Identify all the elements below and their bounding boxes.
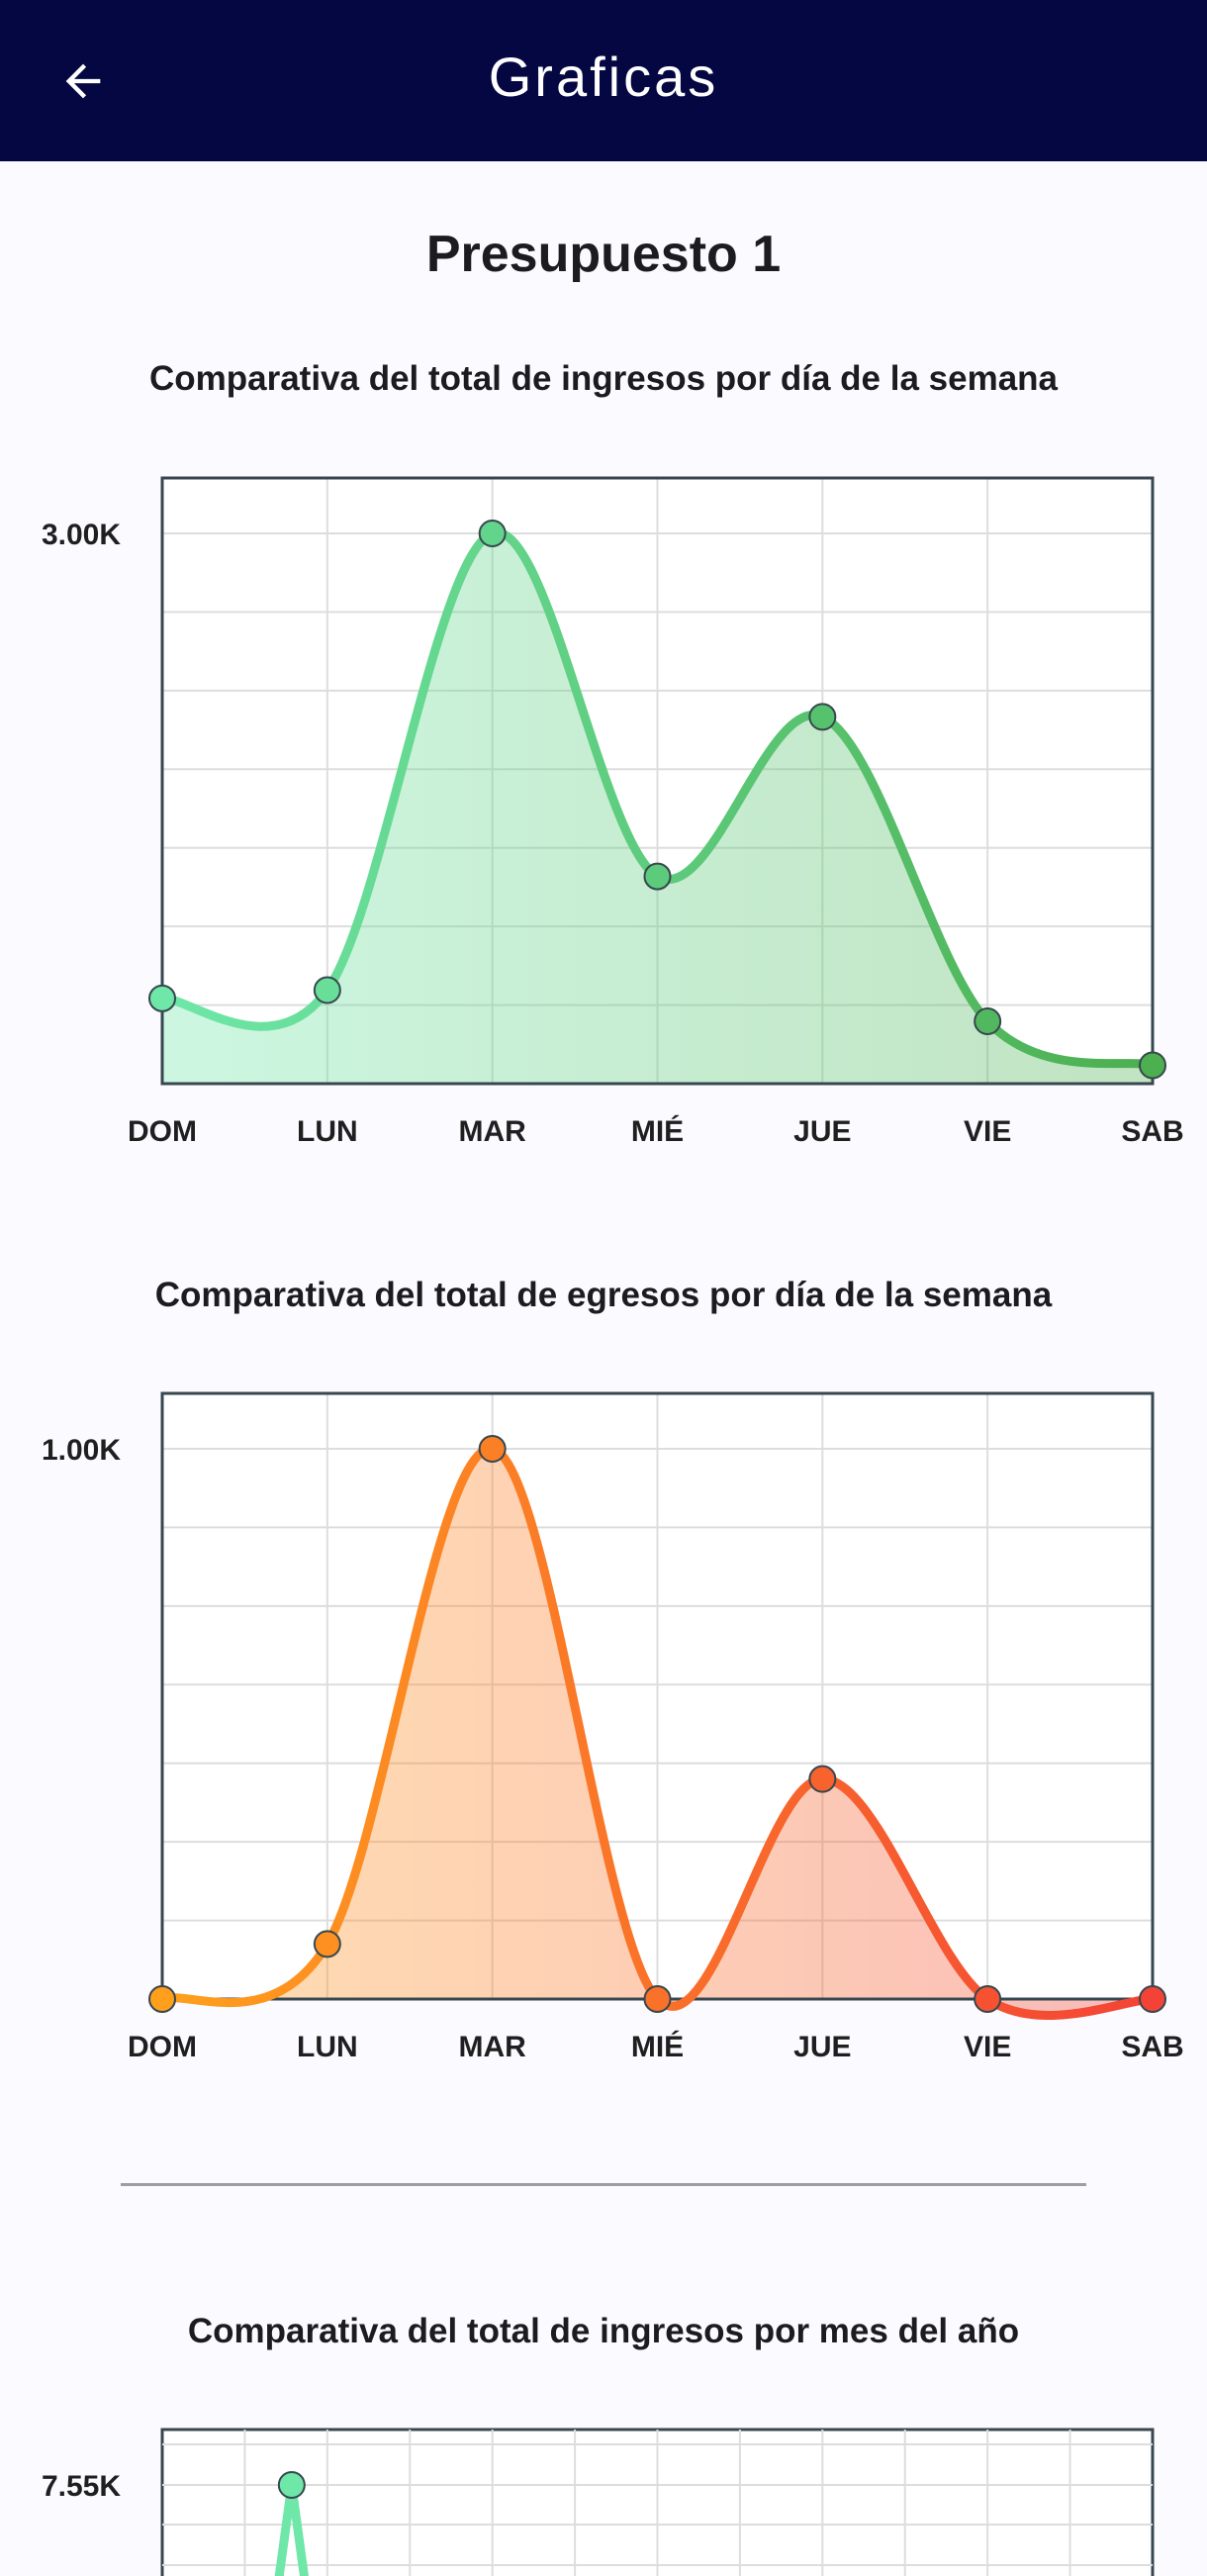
data-point-jue: [808, 1765, 837, 1793]
x-tick-label: SAB: [1121, 2031, 1183, 2063]
x-tick-label: MIÉ: [631, 1114, 684, 1148]
chart-title-ingresos-mes: Comparativa del total de ingresos por me…: [187, 2312, 1020, 2350]
x-tick-label: VIE: [964, 1115, 1011, 1148]
data-point-vie: [974, 1006, 1002, 1035]
data-point-vie: [974, 1985, 1002, 2013]
x-tick-label: LUN: [297, 2031, 358, 2063]
data-point-mié: [643, 1985, 672, 2013]
x-tick-label: JUE: [793, 2031, 851, 2063]
data-point-peak: [277, 2471, 306, 2499]
data-point-dom: [148, 1985, 176, 2013]
data-point-mar: [478, 1435, 507, 1463]
x-tick-label: JUE: [793, 1115, 851, 1148]
series-line: [157, 1444, 1158, 2020]
data-point-mar: [478, 520, 507, 547]
x-tick-label: MAR: [459, 2031, 527, 2063]
x-tick-label: MAR: [459, 1115, 527, 1148]
section-divider: [121, 2183, 1086, 2186]
page-title: Presupuesto 1: [425, 226, 782, 283]
x-tick-label: SAB: [1121, 1115, 1183, 1148]
y-tick-label: 3.00K: [42, 519, 121, 551]
x-tick-label: LUN: [297, 1115, 358, 1148]
chart-egresos-semana: DOM LUN MAR MIÉ JUE VIE SAB 1.00K: [42, 1391, 1184, 2063]
area-fill: [162, 1448, 1153, 2016]
plot-border: [160, 476, 1155, 1086]
app-bar-title: Graficas: [488, 46, 719, 108]
data-point-lun: [313, 1930, 341, 1958]
x-tick-label: DOM: [128, 1115, 197, 1148]
x-tick-label: VIE: [964, 2031, 1011, 2063]
data-point-mié: [643, 862, 672, 891]
chart-ingresos-semana: DOM LUN MAR MIÉ JUE VIE SAB 3.00K: [42, 476, 1184, 1148]
data-point-sab: [1139, 1985, 1166, 2013]
chart-title-ingresos-semana: Comparativa del total de ingresos por dí…: [148, 359, 1059, 398]
app-bar: Graficas: [0, 0, 1207, 161]
area-fill: [162, 532, 1153, 1084]
back-button[interactable]: [40, 38, 127, 125]
y-tick-label: 1.00K: [42, 1434, 121, 1467]
x-tick-label: DOM: [128, 2031, 197, 2063]
chart-title-egresos-semana: Comparativa del total de egresos por día…: [154, 1276, 1053, 1314]
x-tick-label: MIÉ: [631, 2030, 684, 2063]
arrow-back-icon: [65, 63, 101, 99]
data-point-jue: [808, 703, 837, 731]
data-point-dom: [148, 984, 176, 1012]
data-point-sab: [1139, 1051, 1166, 1080]
y-tick-label: 7.55K: [42, 2470, 121, 2503]
series-line: [157, 528, 1158, 1070]
data-point-lun: [313, 976, 341, 1004]
